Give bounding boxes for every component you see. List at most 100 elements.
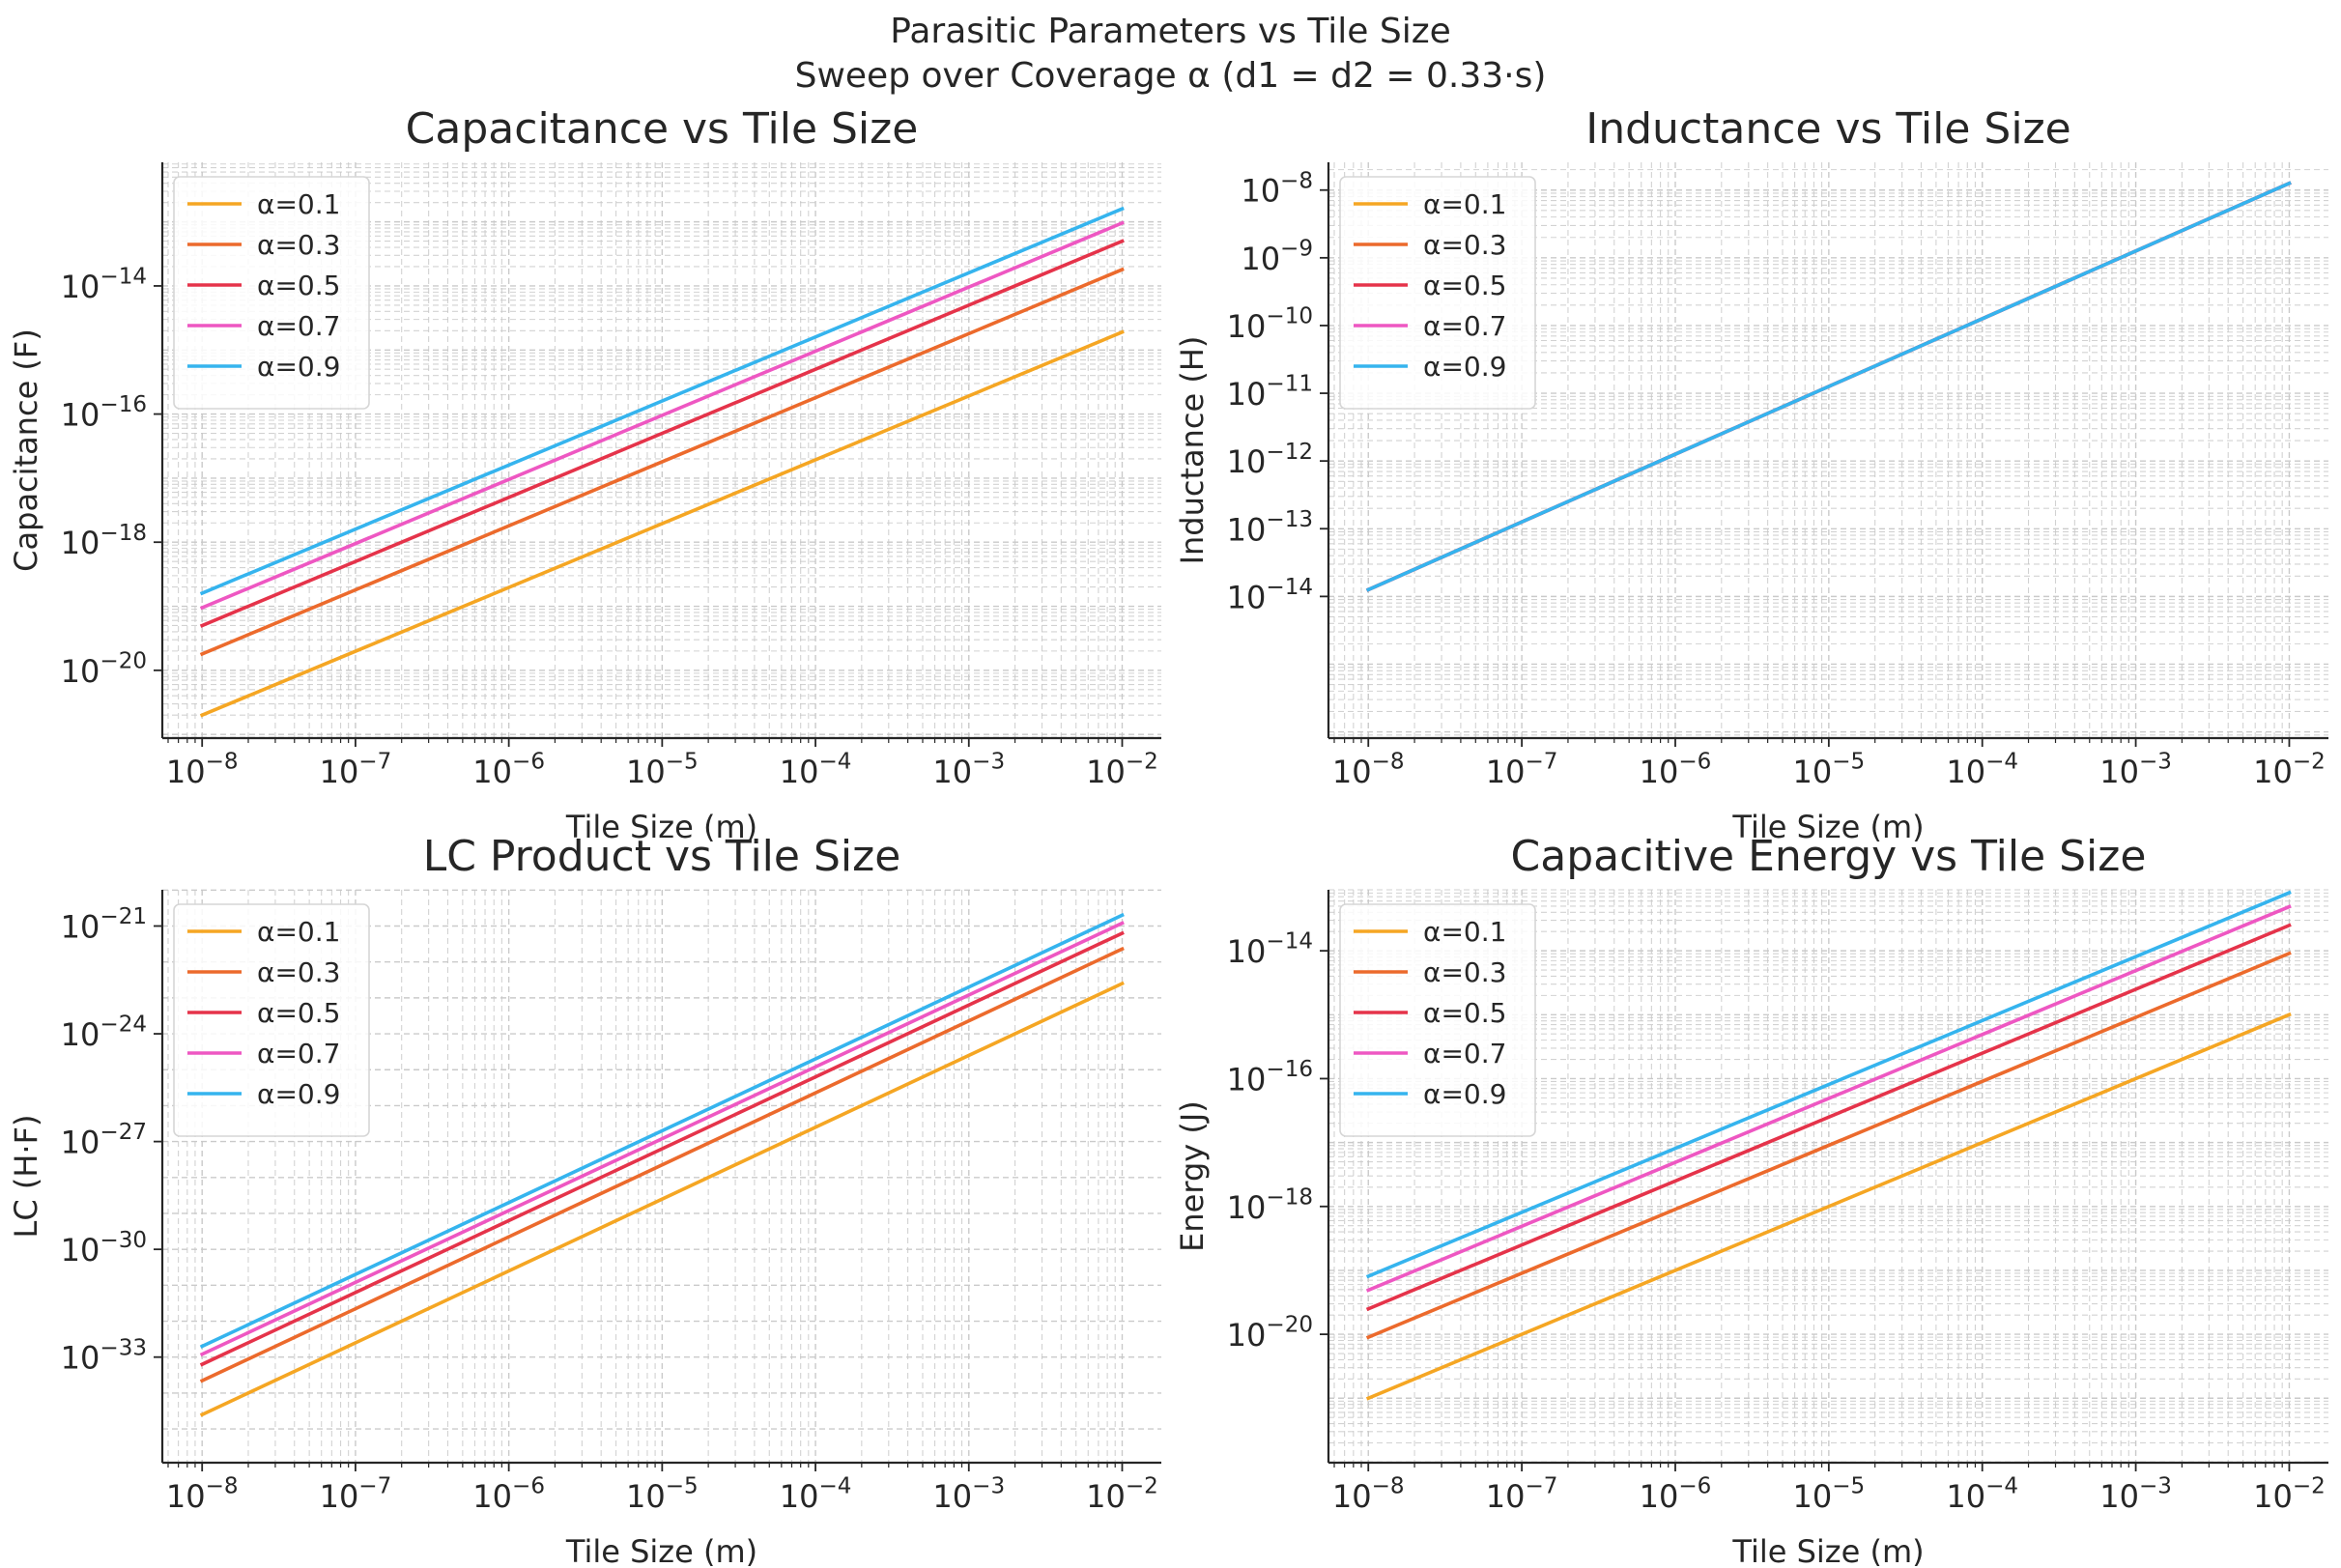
series-line [199, 921, 1125, 1357]
x-tick-label: 10−4 [1946, 750, 2018, 790]
y-tick-label: 10−14 [1227, 575, 1313, 615]
legend-box [173, 903, 370, 1137]
x-tick-label: 10−6 [1640, 1474, 1712, 1515]
legend-label: α=0.5 [257, 270, 340, 301]
chart-title: Capacitance vs Tile Size [406, 104, 919, 154]
series-capacitance [199, 206, 1125, 718]
series-line [199, 239, 1125, 628]
series-energy [1365, 890, 2292, 1401]
y-tick-label: 10−14 [61, 265, 147, 305]
x-tick-label: 10−5 [1793, 1474, 1866, 1515]
legend-label: α=0.5 [1423, 270, 1506, 301]
x-tick-label: 10−8 [1332, 1474, 1405, 1515]
x-axis-label: Tile Size (m) [565, 809, 757, 845]
series-line [199, 267, 1125, 657]
x-tick-label: 10−7 [1486, 1474, 1558, 1515]
y-tick-label: 10−33 [61, 1335, 147, 1376]
x-tick-label: 10−5 [626, 750, 699, 790]
legend-label: α=0.9 [1423, 351, 1506, 383]
legend-label: α=0.1 [1423, 916, 1506, 948]
x-tick-label: 10−7 [320, 750, 392, 790]
x-axis-label: Tile Size (m) [565, 1533, 757, 1568]
series-line [199, 912, 1125, 1349]
series-line [1365, 951, 2292, 1340]
legend-label: α=0.5 [257, 997, 340, 1029]
chart-lc-product: 10−8 10−7 10−6 10−5 10−4 10−3 10−2 10−33 10−30 10… [8, 832, 1161, 1568]
x-tick-label: 10−6 [1640, 750, 1712, 790]
legend-box [1339, 903, 1536, 1137]
y-axis-label: Capacitance (F) [8, 328, 44, 572]
series-line [1365, 904, 2292, 1293]
x-axis-label: Tile Size (m) [1731, 809, 1924, 845]
legend-label: α=0.1 [257, 916, 340, 948]
figure-suptitle: Parasitic Parameters vs Tile Size Sweep … [0, 10, 2341, 99]
y-tick-label: 10−24 [61, 1012, 147, 1053]
x-tick-label: 10−5 [626, 1474, 699, 1515]
x-tick-label: 10−3 [932, 750, 1005, 790]
x-axis-label: Tile Size (m) [1731, 1533, 1924, 1568]
legend-label: α=0.7 [257, 310, 340, 342]
series-line [199, 206, 1125, 596]
x-tick-label: 10−3 [2099, 1474, 2172, 1515]
legend-label: α=0.5 [1423, 997, 1506, 1029]
legend-label: α=0.7 [257, 1038, 340, 1069]
series-line [1365, 923, 2292, 1312]
x-tick-label: 10−8 [166, 750, 239, 790]
x-tick-label: 10−3 [2099, 750, 2172, 790]
series-line [199, 930, 1125, 1367]
y-tick-label: 10−30 [61, 1228, 147, 1269]
y-tick-label: 10−9 [1241, 236, 1313, 276]
series-line [199, 220, 1125, 611]
series-line [1365, 1012, 2292, 1401]
x-tick-label: 10−8 [166, 1474, 239, 1515]
y-tick-label: 10−14 [1227, 929, 1313, 970]
y-tick-label: 10−18 [1227, 1184, 1313, 1225]
legend-label: α=0.7 [1423, 310, 1506, 342]
chart-title: LC Product vs Tile Size [423, 832, 901, 881]
legend-label: α=0.3 [1423, 956, 1506, 988]
series-line [1365, 890, 2292, 1279]
y-tick-label: 10−20 [61, 648, 147, 689]
y-tick-label: 10−18 [61, 521, 147, 561]
y-tick-label: 10−21 [61, 904, 147, 945]
x-tick-label: 10−2 [1086, 1474, 1158, 1515]
legend-label: α=0.1 [257, 188, 340, 220]
chart-inductance: 10−8 10−7 10−6 10−5 10−4 10−3 10−2 10−14 10−13 10… [1174, 104, 2328, 845]
legend-lc-product: α=0.1 α=0.3 α=0.5 α=0.7 α=0.9 [173, 903, 370, 1137]
x-tick-label: 10−7 [1486, 750, 1558, 790]
legend-label: α=0.3 [257, 229, 340, 261]
y-tick-label: 10−11 [1227, 372, 1313, 413]
x-tick-label: 10−7 [320, 1474, 392, 1515]
y-axis-label: Inductance (H) [1174, 336, 1211, 565]
legend-label: α=0.3 [257, 956, 340, 988]
legend-label: α=0.3 [1423, 229, 1506, 261]
legend-energy: α=0.1 α=0.3 α=0.5 α=0.7 α=0.9 [1339, 903, 1536, 1137]
y-tick-label: 10−13 [1227, 507, 1313, 548]
x-tick-label: 10−4 [1946, 1474, 2018, 1515]
x-tick-label: 10−2 [1086, 750, 1158, 790]
x-tick-label: 10−3 [932, 1474, 1005, 1515]
legend-label: α=0.9 [1423, 1078, 1506, 1110]
y-tick-label: 10−8 [1241, 168, 1313, 209]
x-tick-label: 10−6 [472, 750, 545, 790]
x-tick-label: 10−4 [780, 750, 852, 790]
x-tick-label: 10−4 [780, 1474, 852, 1515]
legend-label: α=0.9 [257, 1078, 340, 1110]
y-tick-label: 10−10 [1227, 304, 1313, 345]
y-tick-label: 10−16 [1227, 1057, 1313, 1098]
x-tick-label: 10−2 [2253, 750, 2326, 790]
y-tick-label: 10−16 [61, 392, 147, 433]
suptitle-line-2: Sweep over Coverage α (d1 = d2 = 0.33·s) [794, 56, 1547, 96]
series-line [199, 946, 1125, 1383]
legend-capacitance: α=0.1 α=0.3 α=0.5 α=0.7 α=0.9 [173, 176, 370, 410]
legend-box [1339, 176, 1536, 410]
y-tick-label: 10−20 [1227, 1313, 1313, 1354]
y-tick-label: 10−12 [1227, 440, 1313, 480]
legend-label: α=0.9 [257, 351, 340, 383]
y-tick-label: 10−27 [61, 1120, 147, 1160]
legend-inductance: α=0.1 α=0.3 α=0.5 α=0.7 α=0.9 [1339, 176, 1536, 410]
x-tick-label: 10−2 [2253, 1474, 2326, 1515]
chart-title: Capacitive Energy vs Tile Size [1511, 832, 2147, 881]
series-line [199, 981, 1125, 1417]
legend-label: α=0.7 [1423, 1038, 1506, 1069]
